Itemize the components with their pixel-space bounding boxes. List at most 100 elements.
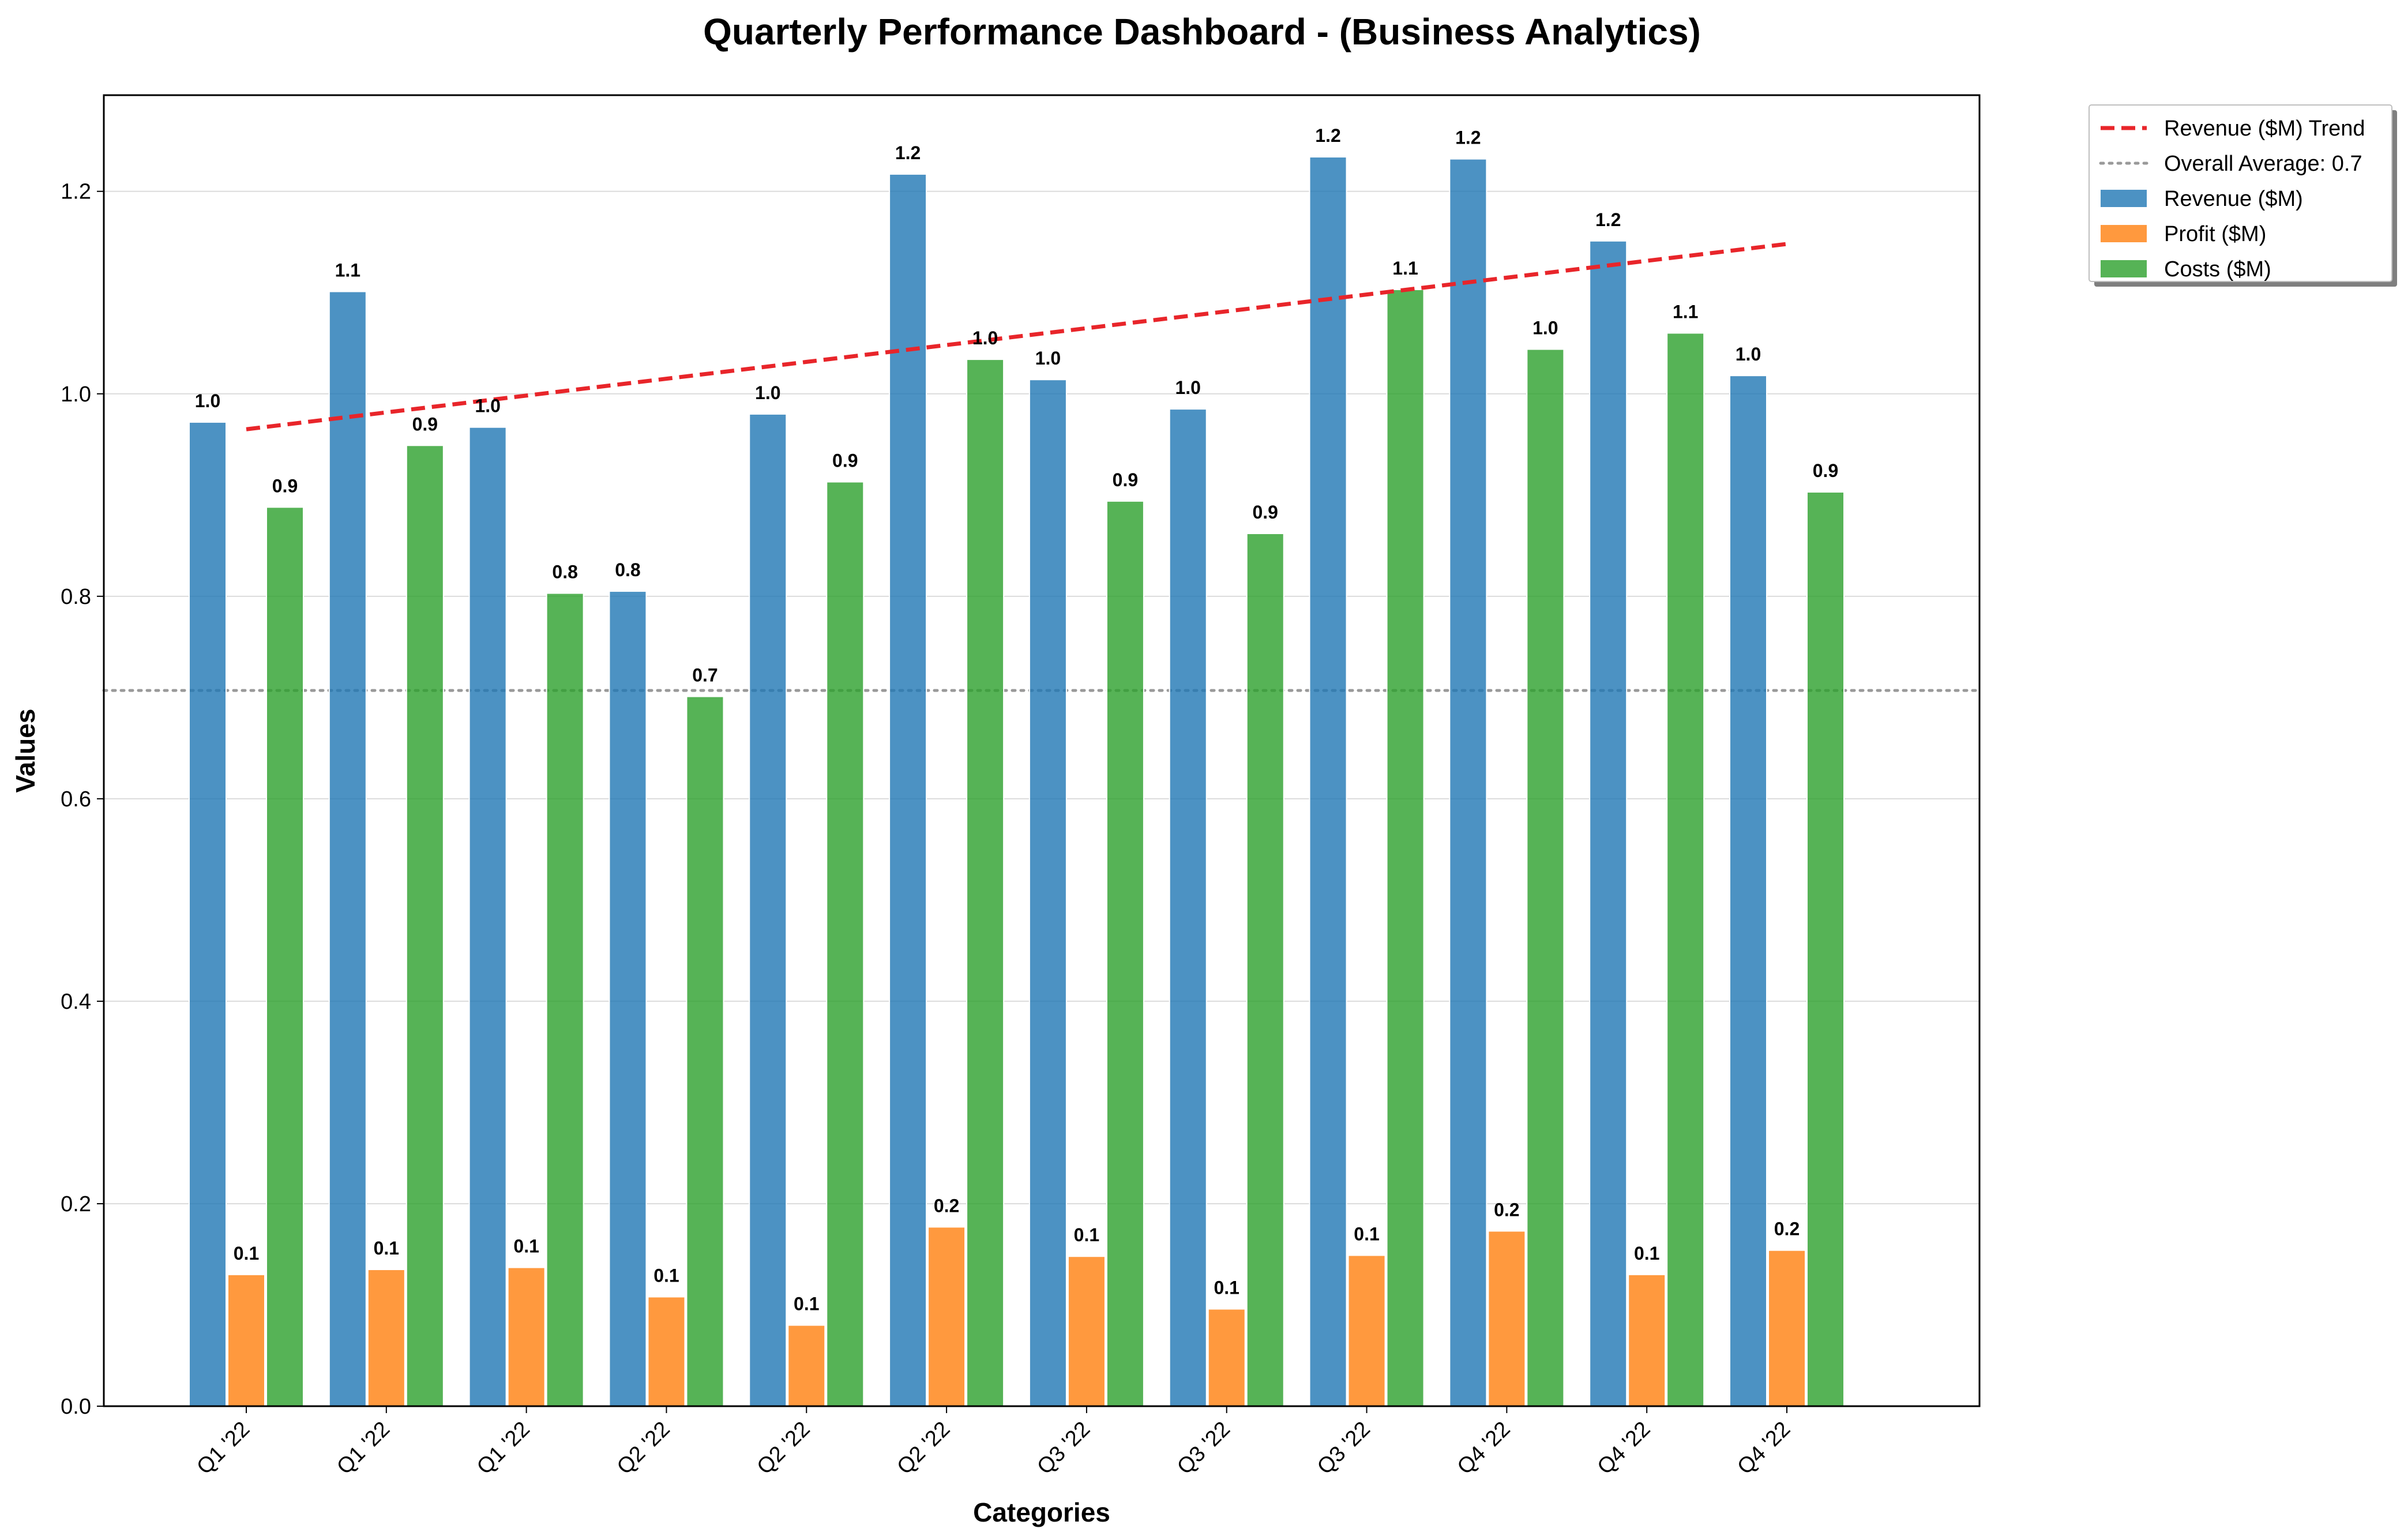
y-tick-label: 1.2	[61, 180, 91, 204]
data-label: 0.1	[513, 1236, 539, 1257]
bar	[189, 421, 227, 1407]
data-label: 1.1	[335, 260, 360, 281]
bar	[405, 445, 444, 1407]
bar	[1309, 156, 1347, 1407]
legend-box	[2089, 104, 2392, 282]
x-tick-label: Q2 '22	[613, 1417, 675, 1479]
data-labels: 1.0 1.1 1.0 0.8 1.0 1.2 1.0 1.0 1.2 1.2 1.2 1.0 0.1 0…	[195, 125, 1838, 1314]
legend-series-label: Costs ($M)	[2164, 257, 2271, 281]
data-label: 1.1	[1673, 301, 1698, 322]
x-tick-label: Q3 '22	[1313, 1417, 1375, 1479]
bar	[1526, 348, 1565, 1407]
bar	[328, 291, 367, 1407]
data-label: 1.0	[1736, 344, 1761, 365]
y-axis-ticks: 0.0 0.2 0.4 0.6 0.8 1.0 1.2	[61, 180, 104, 1419]
y-tick-label: 0.4	[61, 990, 91, 1014]
y-tick-label: 1.0	[61, 382, 91, 407]
data-label: 1.1	[1392, 258, 1418, 279]
bar	[1067, 1256, 1106, 1407]
bar	[546, 592, 584, 1407]
x-tick-label: Q1 '22	[472, 1417, 535, 1479]
bar	[1666, 332, 1705, 1407]
bar	[927, 1226, 966, 1407]
x-tick-label: Q3 '22	[1032, 1417, 1095, 1479]
trend-line	[246, 242, 1787, 431]
bar	[367, 1269, 405, 1407]
x-tick-label: Q1 '22	[332, 1417, 395, 1479]
data-label: 1.0	[972, 328, 998, 348]
bar	[826, 481, 865, 1407]
data-label: 1.2	[1595, 209, 1621, 230]
data-label: 0.1	[1634, 1243, 1659, 1264]
bar	[966, 359, 1005, 1407]
data-label: 1.2	[895, 142, 921, 163]
data-label: 1.0	[475, 396, 500, 416]
bar	[749, 413, 787, 1407]
legend-series-label: Revenue ($M)	[2164, 187, 2303, 211]
legend-series-label: Profit ($M)	[2164, 222, 2266, 246]
data-label: 0.2	[1774, 1219, 1800, 1239]
legend-series-swatch	[2101, 225, 2147, 242]
bar	[686, 696, 724, 1407]
bar	[1028, 379, 1067, 1407]
bar	[468, 426, 507, 1407]
data-label: 1.0	[1532, 318, 1558, 339]
bar	[1628, 1274, 1666, 1407]
data-label: 0.2	[1494, 1199, 1519, 1220]
x-tick-label: Q4 '22	[1593, 1417, 1655, 1479]
trend-line-layer	[246, 242, 1787, 431]
bar	[1386, 289, 1425, 1407]
data-label: 0.9	[1113, 469, 1138, 490]
y-tick-label: 0.0	[61, 1395, 91, 1419]
bar	[507, 1267, 546, 1407]
bar	[1106, 500, 1144, 1407]
legend-trend-label: Revenue ($M) Trend	[2164, 117, 2365, 141]
legend-average-label: Overall Average: 0.7	[2164, 152, 2362, 176]
data-label: 0.1	[794, 1294, 819, 1314]
bar	[1207, 1308, 1246, 1407]
data-label: 1.2	[1315, 125, 1340, 146]
data-label: 0.9	[1252, 502, 1278, 523]
data-label: 0.7	[692, 665, 718, 686]
data-label: 0.9	[1813, 460, 1838, 481]
y-tick-label: 0.6	[61, 787, 91, 812]
bars	[189, 156, 1845, 1407]
data-label: 0.1	[1354, 1223, 1379, 1244]
x-tick-label: Q3 '22	[1173, 1417, 1235, 1479]
x-axis-label: Categories	[973, 1497, 1110, 1527]
bar	[889, 173, 927, 1407]
bar	[1488, 1230, 1526, 1407]
data-label: 0.1	[1074, 1225, 1099, 1245]
bar	[647, 1296, 686, 1407]
bar	[1169, 408, 1207, 1407]
data-label: 0.1	[653, 1265, 679, 1286]
data-label: 0.9	[832, 450, 858, 471]
y-axis-label: Values	[10, 709, 40, 793]
y-tick-label: 0.2	[61, 1192, 91, 1216]
legend-series-swatch	[2101, 260, 2147, 277]
x-tick-label: Q4 '22	[1453, 1417, 1515, 1479]
bar	[1246, 533, 1284, 1407]
x-tick-label: Q4 '22	[1733, 1417, 1795, 1479]
bar	[787, 1324, 826, 1407]
y-tick-label: 0.8	[61, 585, 91, 609]
data-label: 0.2	[934, 1195, 959, 1216]
x-tick-label: Q2 '22	[753, 1417, 815, 1479]
legend-series-swatch	[2101, 190, 2147, 207]
bar	[1729, 375, 1767, 1407]
data-label: 1.0	[195, 390, 220, 411]
data-label: 0.8	[552, 562, 577, 583]
bar	[608, 591, 647, 1407]
x-tick-label: Q2 '22	[892, 1417, 955, 1479]
x-tick-label: Q1 '22	[192, 1417, 254, 1479]
bar	[1806, 491, 1845, 1407]
data-label: 0.9	[412, 414, 438, 434]
data-label: 1.2	[1455, 127, 1481, 148]
data-label: 0.8	[615, 559, 640, 580]
x-axis-ticks: Q1 '22 Q1 '22 Q1 '22 Q2 '22 Q2 '22 Q2 '22 Q3 '…	[192, 1406, 1795, 1479]
legend: Revenue ($M) Trend Overall Average: 0.7 Re…	[2089, 104, 2397, 287]
data-label: 1.0	[1175, 377, 1200, 398]
data-label: 0.1	[374, 1238, 399, 1259]
data-label: 0.9	[272, 475, 298, 496]
bar	[1768, 1249, 1806, 1407]
